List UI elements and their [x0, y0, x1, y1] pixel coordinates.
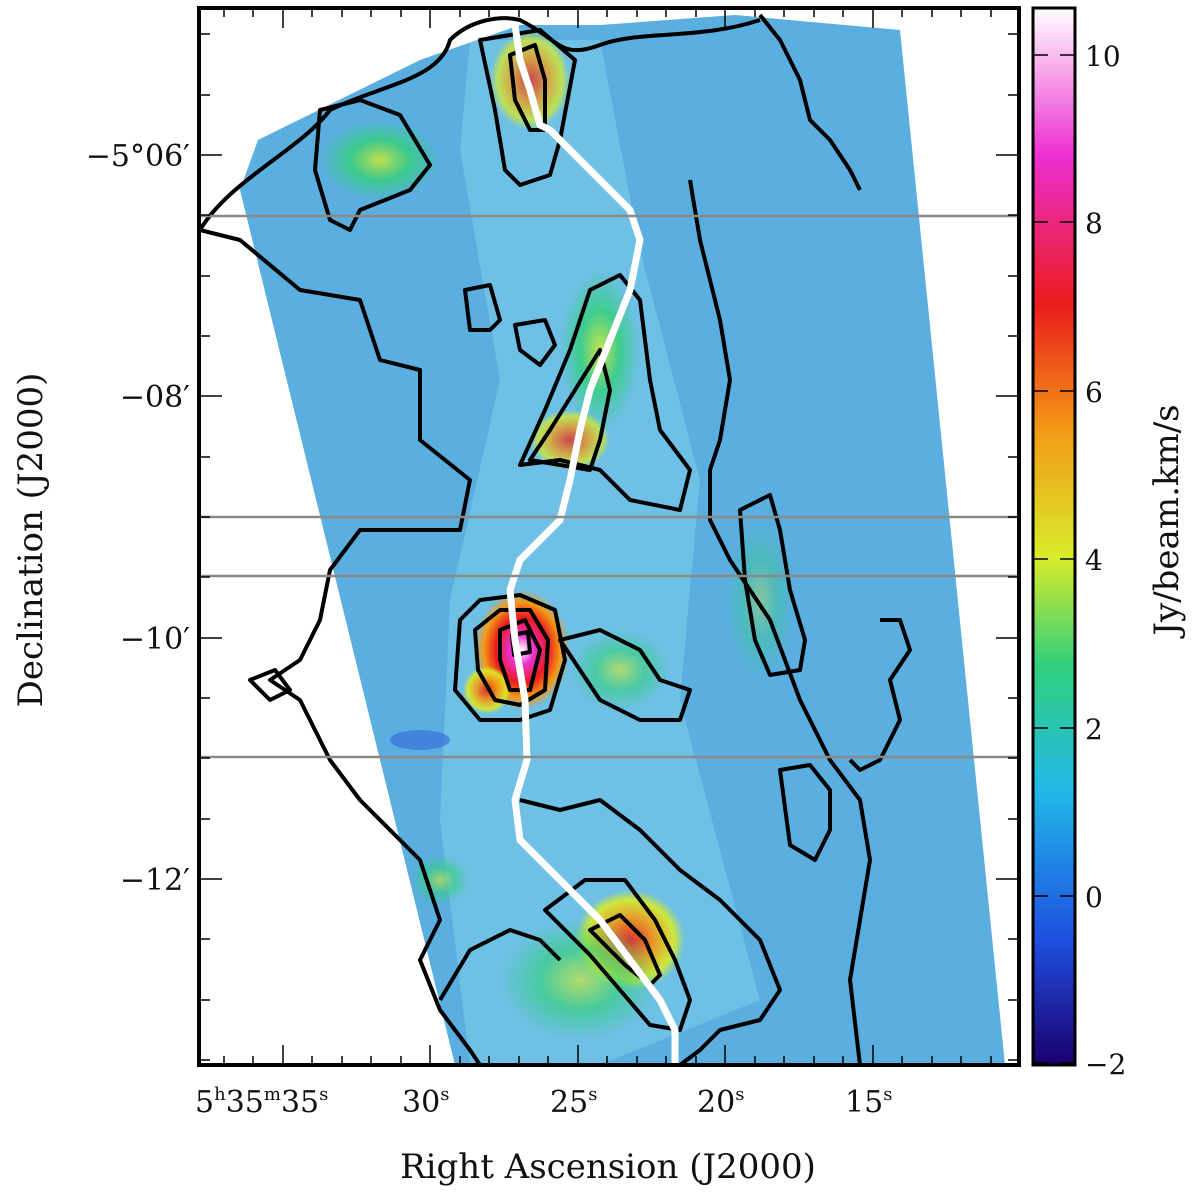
- contour-outer-east: [688, 179, 872, 1065]
- colorbar: 10 8 6 4 2 0 −2 Jy/beam.km/s: [1031, 6, 1187, 1081]
- colorbar-tick-label: 10: [1085, 40, 1121, 73]
- filament-glow: [440, 40, 760, 1065]
- contour-west-blob: [248, 668, 292, 702]
- colorbar-tick-label: 8: [1085, 207, 1103, 240]
- y-tick-labels: −5°06′ −08′ −10′ −12′: [86, 139, 190, 898]
- x-tick-label: 20s: [697, 1084, 744, 1120]
- warm-patch-mid: [530, 410, 610, 470]
- y-tick-label: −10′: [120, 622, 190, 657]
- green-patch-nw: [320, 120, 440, 200]
- colorbar-tick-label: 6: [1085, 376, 1103, 409]
- x-tick-label: 25s: [550, 1084, 597, 1120]
- contour-core-east: [558, 628, 692, 722]
- contour-east-outer: [848, 618, 912, 772]
- colorbar-tick-label: 0: [1085, 881, 1103, 914]
- contour-south-west: [438, 928, 562, 1002]
- contour-core-outer: [453, 593, 567, 722]
- contour-core-inner: [498, 618, 542, 692]
- colorbar-tick-label: 4: [1085, 544, 1103, 577]
- contour-east-edge: [778, 763, 832, 862]
- x-tick-labels: 5h35m35s 30s 25s 20s 15s: [195, 1084, 892, 1120]
- colorbar-tick-label: 2: [1085, 713, 1103, 746]
- contour-island-a: [463, 283, 502, 332]
- colorbar-title: Jy/beam.km/s: [1147, 404, 1187, 638]
- x-tick-label: 15s: [845, 1084, 892, 1120]
- contour-mid-filament: [518, 273, 692, 512]
- x-tick-label: 30s: [402, 1084, 449, 1120]
- map-panel: [197, 6, 1021, 1067]
- filament-ridge: [506, 21, 679, 1065]
- y-axis-title: Declination (J2000): [11, 373, 51, 708]
- contour-south-inner: [588, 913, 662, 987]
- contour-east-loop: [738, 493, 807, 677]
- contour-mid-inner: [528, 348, 612, 472]
- contour-south-mid: [543, 878, 692, 1032]
- contour-northeast-edge: [758, 13, 862, 191]
- panel-frame: [197, 6, 1021, 1067]
- colorbar-gradient: [1031, 6, 1077, 1067]
- contour-north-cone: [478, 28, 577, 187]
- green-patch-south: [500, 920, 660, 1040]
- y-tick-label: −08′: [120, 380, 190, 415]
- contour-island-b: [513, 318, 557, 367]
- y-tick-label: −5°06′: [86, 139, 190, 174]
- green-patch-sw: [410, 855, 470, 905]
- x-tick-label: 5h35m35s: [195, 1084, 328, 1120]
- cut-lines: [199, 214, 1019, 759]
- contour-south-outer: [519, 798, 782, 1065]
- colorbar-ticks: [1033, 54, 1075, 1064]
- colorbar-tick-label: −2: [1085, 1048, 1126, 1081]
- x-axis-title: Right Ascension (J2000): [400, 1147, 816, 1187]
- x-axis-ticks: [223, 8, 992, 1065]
- contours: [199, 13, 912, 1065]
- y-tick-label: −12′: [120, 863, 190, 898]
- contour-outer-west: [199, 16, 761, 1065]
- y-axis-ticks: [199, 33, 1019, 1061]
- contour-north-loop: [313, 98, 432, 232]
- blue-dip-west: [390, 730, 450, 750]
